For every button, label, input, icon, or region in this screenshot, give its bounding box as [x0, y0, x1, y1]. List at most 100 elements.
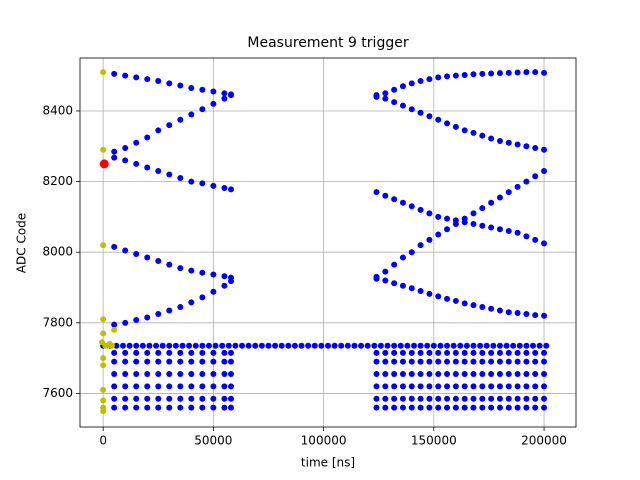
data-point	[133, 371, 140, 378]
data-point	[166, 80, 173, 87]
data-point	[523, 371, 530, 378]
data-point	[496, 404, 503, 411]
data-point	[532, 236, 539, 243]
data-point	[199, 106, 206, 113]
data-point	[470, 220, 477, 227]
data-point	[479, 371, 486, 378]
data-point	[155, 358, 162, 365]
data-point	[543, 342, 550, 349]
data-point	[100, 386, 107, 393]
data-point	[199, 294, 206, 301]
data-point	[452, 297, 459, 304]
data-point	[496, 371, 503, 378]
data-point	[435, 116, 442, 123]
data-point	[496, 395, 503, 402]
data-point	[221, 371, 228, 378]
data-point	[444, 295, 451, 302]
data-point	[155, 258, 162, 265]
data-point	[514, 183, 521, 190]
data-point	[166, 307, 173, 314]
data-point	[461, 358, 468, 365]
data-point	[373, 404, 380, 411]
data-point	[450, 342, 457, 349]
data-point	[258, 342, 265, 349]
data-point	[488, 224, 495, 231]
data-point	[391, 358, 398, 365]
data-point	[188, 404, 195, 411]
data-point	[452, 371, 459, 378]
data-point	[479, 358, 486, 365]
data-point	[144, 371, 151, 378]
data-point	[488, 305, 495, 312]
data-point	[111, 358, 118, 365]
data-point	[399, 83, 406, 90]
data-point	[399, 199, 406, 206]
data-point	[417, 206, 424, 213]
data-point	[100, 316, 107, 323]
data-point	[523, 143, 530, 150]
data-point	[199, 349, 206, 356]
data-point	[219, 342, 226, 349]
data-point	[408, 358, 415, 365]
data-point	[488, 349, 495, 356]
data-point	[111, 371, 118, 378]
data-point	[532, 358, 539, 365]
data-point	[382, 192, 389, 199]
data-point	[514, 349, 521, 356]
data-point	[408, 249, 415, 256]
data-point	[523, 69, 530, 76]
data-point	[496, 194, 503, 201]
data-point	[435, 213, 442, 220]
data-point	[133, 317, 140, 324]
data-point	[470, 404, 477, 411]
data-point	[523, 342, 530, 349]
data-point	[108, 342, 115, 349]
data-point	[532, 395, 539, 402]
data-point	[444, 120, 451, 127]
data-point	[435, 74, 442, 81]
data-point	[424, 342, 431, 349]
data-point	[505, 404, 512, 411]
data-point	[179, 342, 186, 349]
data-point	[391, 371, 398, 378]
data-point	[516, 342, 523, 349]
data-point	[221, 358, 228, 365]
data-point	[144, 134, 151, 141]
data-point	[228, 278, 235, 285]
data-point	[470, 129, 477, 136]
data-point	[490, 342, 497, 349]
data-point	[177, 303, 184, 310]
data-point	[452, 383, 459, 390]
data-point	[503, 342, 510, 349]
data-point	[479, 205, 486, 212]
data-point	[177, 404, 184, 411]
data-point	[479, 132, 486, 139]
data-point	[166, 342, 173, 349]
data-point	[111, 395, 118, 402]
data-point	[391, 342, 398, 349]
data-point	[188, 383, 195, 390]
data-point	[523, 178, 530, 185]
data-point	[435, 293, 442, 300]
data-point	[408, 349, 415, 356]
data-point	[541, 69, 548, 76]
data-point	[470, 71, 477, 78]
data-point	[410, 342, 417, 349]
data-point	[505, 309, 512, 316]
data-point	[541, 358, 548, 365]
data-point	[210, 404, 217, 411]
data-point	[488, 199, 495, 206]
data-point	[338, 342, 345, 349]
data-point	[470, 342, 477, 349]
data-point	[505, 139, 512, 146]
data-point	[408, 203, 415, 210]
data-point	[331, 342, 338, 349]
data-point	[144, 404, 151, 411]
data-point	[166, 171, 173, 178]
data-point	[122, 404, 129, 411]
data-point	[144, 164, 151, 171]
data-point	[228, 395, 235, 402]
data-point	[510, 342, 517, 349]
data-point	[166, 371, 173, 378]
